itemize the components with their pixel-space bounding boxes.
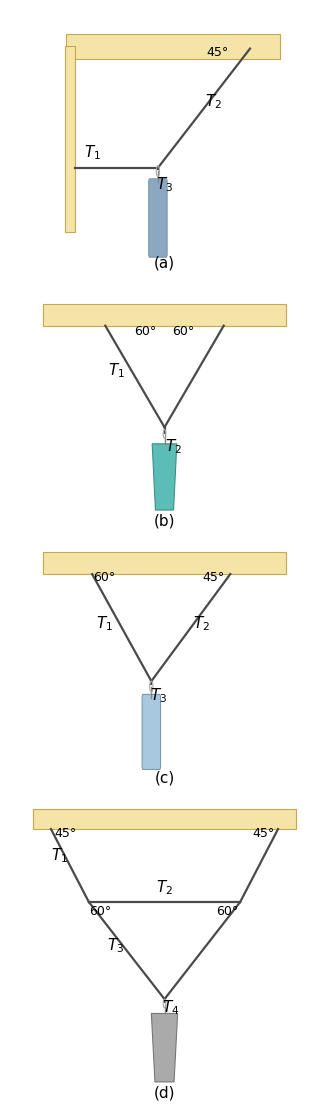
- Polygon shape: [151, 1013, 178, 1082]
- FancyBboxPatch shape: [142, 694, 161, 769]
- Text: (a): (a): [154, 255, 175, 270]
- Text: $T_2$: $T_2$: [165, 438, 182, 456]
- Text: $T_3$: $T_3$: [107, 937, 124, 955]
- Text: 45°: 45°: [206, 46, 228, 60]
- Text: 60°: 60°: [134, 325, 156, 338]
- Text: (b): (b): [154, 513, 175, 529]
- FancyBboxPatch shape: [43, 304, 286, 326]
- Polygon shape: [152, 444, 177, 510]
- FancyBboxPatch shape: [43, 552, 286, 574]
- Text: $T_3$: $T_3$: [156, 176, 173, 193]
- Text: $T_1$: $T_1$: [96, 615, 113, 633]
- Text: $T_2$: $T_2$: [193, 615, 210, 633]
- FancyBboxPatch shape: [65, 46, 75, 232]
- Text: 45°: 45°: [252, 827, 274, 840]
- Text: 60°: 60°: [216, 905, 239, 919]
- Text: $T_1$: $T_1$: [51, 847, 68, 864]
- Text: 45°: 45°: [54, 827, 76, 840]
- Text: 60°: 60°: [89, 905, 112, 919]
- FancyBboxPatch shape: [33, 809, 296, 829]
- Text: 45°: 45°: [202, 571, 224, 584]
- Text: $T_2$: $T_2$: [156, 879, 173, 896]
- Text: $T_1$: $T_1$: [84, 144, 101, 161]
- Text: (c): (c): [154, 771, 175, 786]
- Text: $T_3$: $T_3$: [150, 687, 167, 704]
- Text: 60°: 60°: [93, 571, 116, 584]
- FancyBboxPatch shape: [66, 34, 280, 59]
- Text: $T_4$: $T_4$: [163, 999, 180, 1017]
- FancyBboxPatch shape: [149, 179, 167, 257]
- Text: $T_1$: $T_1$: [108, 362, 125, 380]
- Text: $T_2$: $T_2$: [205, 93, 222, 110]
- Text: (d): (d): [154, 1085, 175, 1101]
- Text: 60°: 60°: [172, 325, 194, 338]
